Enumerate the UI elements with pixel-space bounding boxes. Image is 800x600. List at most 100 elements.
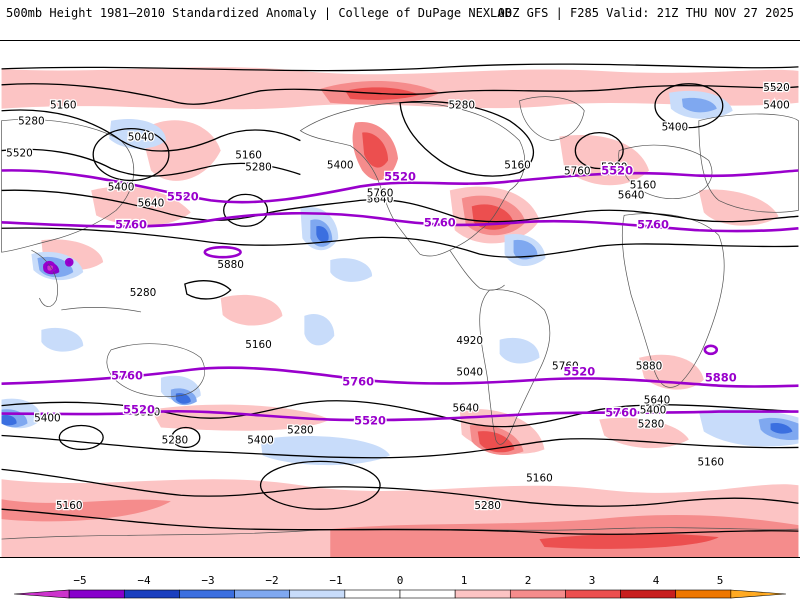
colorbar-swatch (289, 589, 346, 599)
negative-anomaly-area (681, 97, 717, 113)
contour-label: 5520 (354, 414, 386, 428)
contour-label: 5520 (123, 403, 155, 417)
colorbar-swatch (123, 589, 180, 599)
contour-label: 5520 (134, 407, 161, 419)
positive-anomaly-area (1, 499, 171, 522)
colorbar-swatch (344, 589, 401, 599)
contour-label: 5760 (342, 375, 374, 389)
contour-label: 5640 (452, 403, 479, 415)
contour-label: 5760 (111, 369, 143, 383)
colorbar-swatch (675, 589, 732, 599)
contour-label: 5280 (638, 419, 665, 431)
colorbar-tick-label: −2 (265, 574, 278, 587)
contour-label: 5520 (384, 169, 416, 183)
negative-anomaly-area (330, 258, 373, 282)
colorbar-swatch (509, 589, 566, 599)
contour-label: 5880 (705, 371, 737, 385)
contour-label: 5280 (245, 161, 272, 173)
colorbar-tick-label: 4 (653, 574, 660, 587)
colorbar-tick-label: −3 (201, 574, 214, 587)
colorbar-swatch (234, 589, 291, 599)
contour-label: 5280 (474, 500, 501, 512)
negative-anomaly-area (513, 239, 538, 260)
contour-label: 5760 (637, 217, 669, 231)
positive-anomaly-area (220, 294, 283, 326)
contour-label: 5040 (456, 367, 483, 379)
contour-label: 5400 (34, 413, 61, 425)
contour-label: 5760 (367, 187, 394, 199)
coastlines (1, 96, 799, 540)
contour-label: 5160 (50, 100, 77, 112)
contour-label: 5520 (167, 189, 199, 203)
colorbar-swatch (179, 589, 235, 599)
colorbar-tick-label: −5 (73, 574, 86, 587)
contour-label: 5160 (56, 500, 83, 512)
contour-label: 5520 (6, 148, 33, 160)
contour-label: 5640 (367, 193, 394, 205)
contour-label: 5160 (526, 472, 553, 484)
contour-label: 5280 (162, 434, 189, 446)
colorbar-tick-label: −1 (329, 574, 342, 587)
contour-label: 5280 (18, 116, 45, 128)
colorbar: −5 −4 −3 −2 −1 0 1 2 3 4 5 (13, 574, 787, 599)
negative-anomaly-area (499, 337, 540, 364)
contour-label: 5160 (698, 456, 725, 468)
anomaly-shading (1, 67, 799, 557)
contour-label: 5400 (763, 100, 790, 112)
negative-anomaly-area (260, 435, 391, 466)
contour-label: 4920 (456, 335, 483, 347)
colorbar-swatch (399, 589, 456, 599)
contour-label: 5280 (287, 424, 314, 436)
contour-label: 5400 (108, 181, 135, 193)
contour-label: 5520 (601, 163, 633, 177)
contour-label: 5160 (235, 150, 262, 162)
highlight-contours (1, 169, 799, 422)
height-contours (1, 63, 799, 535)
contour-label: 5160 (245, 339, 272, 351)
contour-label: 5160 (504, 160, 531, 172)
colorbar-swatch (565, 589, 621, 599)
contour-label: 5760 (424, 215, 456, 229)
contour-label: 5880 (636, 361, 663, 373)
colorbar-swatch (620, 589, 677, 599)
colorbar-swatch (13, 589, 70, 599)
contour-label: 5520 (563, 365, 595, 379)
contour-label: 5760 (605, 406, 637, 420)
colorbar-tick-label: 2 (525, 574, 532, 587)
colorbar-swatches (13, 589, 787, 599)
contour-label: 5040 (128, 132, 155, 144)
negative-anomaly-area (41, 327, 84, 352)
contour-label: 5760 (552, 361, 579, 373)
negative-anomaly-area (316, 225, 329, 242)
colorbar-tick-label: −4 (137, 574, 151, 587)
colorbar-swatch (68, 589, 125, 599)
contour-label: 5280 (130, 287, 157, 299)
contour-label: 5760 (564, 165, 591, 177)
colorbar-tick-label: 0 (397, 574, 404, 587)
contour-label: 5640 (138, 197, 165, 209)
contour-label: 5160 (630, 179, 657, 191)
colorbar-tick-label: 5 (717, 574, 724, 587)
model-run-info: 00Z GFS | F285 Valid: 21Z THU NOV 27 202… (497, 6, 794, 20)
colorbar-tick-labels: −5 −4 −3 −2 −1 0 1 2 3 4 5 (73, 574, 723, 587)
contour-label: 5520 (763, 82, 790, 94)
negative-anomaly-area (304, 313, 335, 346)
contour-label: 5280 (601, 161, 628, 173)
colorbar-tick-label: 3 (589, 574, 596, 587)
negative-anomaly-area (1, 415, 17, 426)
contour-label: 5400 (327, 160, 354, 172)
contour-label: 5280 (448, 100, 475, 112)
positive-anomaly-area (330, 515, 799, 557)
positive-anomaly-area (559, 134, 650, 186)
colorbar-tick-label: 1 (461, 574, 468, 587)
contour-label: 5880 (217, 259, 244, 271)
contour-label: 5760 (115, 217, 147, 231)
negative-anomaly-area (770, 422, 793, 434)
colorbar-swatch (454, 589, 511, 599)
positive-anomaly-area (362, 132, 389, 168)
contour-label: 5400 (662, 122, 689, 134)
contour-label: 5400 (247, 434, 274, 446)
